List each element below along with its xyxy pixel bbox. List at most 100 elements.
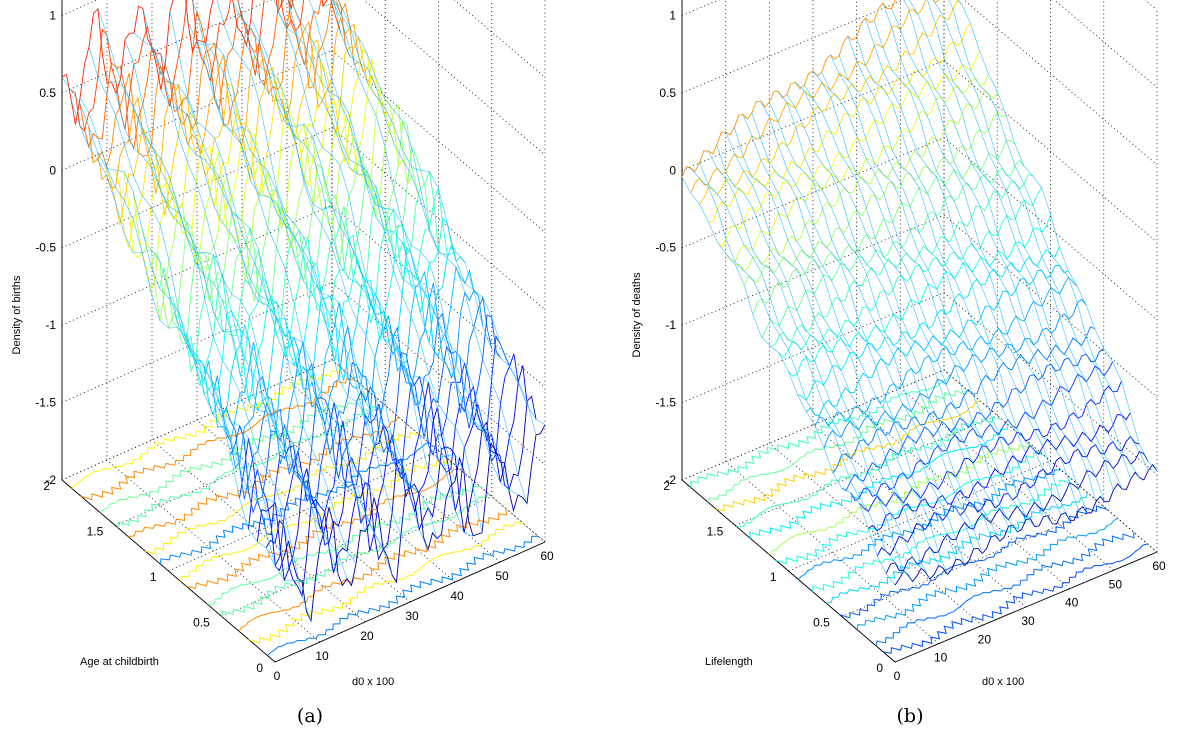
surface-row-line: [752, 139, 1016, 315]
surface-col-line: [133, 32, 348, 579]
x-tick-label: 20: [360, 629, 374, 643]
panel-b: -2-1.5-1-0.500.511.5010203040506000.511.…: [631, 0, 1166, 727]
surface-col-line: [795, 82, 1009, 527]
z-tick-label: -0.5: [35, 241, 56, 255]
z-gridline: [681, 137, 1158, 321]
surface-col-line: [716, 144, 931, 580]
y-axis-label: Age at childbirth: [80, 656, 159, 668]
surface-col-line: [882, 3, 1097, 502]
x-gridline: [151, 0, 366, 623]
surface-col-line: [291, 0, 483, 533]
y-gridline: [735, 0, 998, 526]
y-axis-label: Lifelength: [705, 656, 753, 668]
z-gridline: [1144, 0, 1158, 11]
z-gridline: [61, 0, 546, 156]
z-tick-label: 0.5: [39, 86, 56, 100]
x-axis-line: [894, 551, 1158, 663]
surface-col-line: [699, 162, 913, 582]
x-gridline: [768, 0, 983, 626]
contour-line: [71, 366, 340, 489]
z-tick-label: 1: [669, 8, 676, 22]
surface-row-line: [123, 58, 395, 259]
panel-caption: (b): [897, 705, 924, 727]
z-tick-label: -1.5: [35, 396, 56, 410]
surface-col-line: [191, 0, 393, 575]
surface-row-line: [105, 35, 377, 225]
contour-line: [839, 505, 1108, 619]
surface-col-line: [838, 55, 1053, 524]
surface-row-line: [841, 348, 1105, 492]
contour-line: [875, 532, 1135, 646]
surface-col-line: [336, 0, 528, 504]
tick-labels: -2-1.5-1-0.500.511.5010203040506000.511.…: [655, 8, 1166, 683]
surface-col-line: [169, 10, 384, 549]
x-tick-label: 30: [1021, 614, 1035, 628]
contour-line: [80, 377, 357, 501]
surface-col-line: [957, 0, 1158, 471]
surface-col-line: [812, 70, 1027, 520]
surface-col-line: [873, 20, 1088, 514]
y-tick-label: 1: [770, 570, 777, 584]
surface-row-line: [832, 326, 1096, 474]
contour-line: [159, 441, 429, 565]
surface-col-line: [331, 0, 519, 496]
surface-col-line: [322, 3, 537, 435]
contour-line: [144, 431, 421, 555]
panel-a: -2-1.5-1-0.500.511.5010203040506000.511.…: [11, 0, 554, 727]
z-gridline: [681, 0, 1158, 88]
panel-caption: (a): [297, 705, 323, 727]
contour-line: [775, 451, 1044, 565]
x-axis-label: d0 x 100: [352, 676, 394, 688]
surface-row-line: [203, 265, 475, 442]
surface-col-line: [70, 98, 285, 557]
x-gridline: [286, 0, 501, 563]
z-axis-label: Density of deaths: [631, 272, 643, 357]
y-tick-label: 1.5: [87, 525, 104, 539]
contour-projection: [690, 375, 1148, 654]
surface-col-line: [725, 131, 939, 566]
z-tick-label: -2: [45, 473, 56, 487]
surface-col-line: [821, 72, 1035, 527]
surface-col-line: [232, 2, 447, 500]
x-tick-label: 60: [540, 549, 554, 563]
y-gridline: [115, 0, 386, 526]
x-gridline: [899, 0, 1114, 571]
surface-col-line: [274, 0, 474, 537]
contour-line: [267, 535, 539, 656]
surface-col-line: [690, 168, 904, 571]
x-gridline: [196, 0, 411, 603]
surface-col-line: [856, 37, 1070, 521]
surface-col-line: [932, 0, 1140, 478]
surface-col-line: [216, 0, 429, 551]
surface-col-line: [237, 0, 438, 539]
contour-line: [749, 424, 1009, 539]
surface-mesh: [681, 0, 1158, 586]
surface-col-line: [142, 8, 357, 564]
y-gridline: [788, 0, 1051, 572]
y-tick-label: 1.5: [707, 525, 724, 539]
y-tick-label: 0: [256, 661, 263, 675]
surface-col-line: [681, 177, 896, 586]
surface-col-line: [903, 0, 1114, 491]
surface-row-line: [814, 276, 1078, 427]
z-tick-label: -1: [665, 318, 676, 332]
y-gridline: [168, 0, 439, 572]
surface-col-line: [769, 102, 983, 554]
tick-labels: -2-1.5-1-0.500.511.5010203040506000.511.…: [35, 8, 554, 683]
z-gridline: [681, 59, 1158, 243]
y-axis-line: [61, 479, 276, 663]
x-gridline: [331, 0, 546, 543]
surface-row-line: [761, 159, 1025, 338]
z-tick-label: -1: [45, 318, 56, 332]
z-gridline: [61, 204, 546, 388]
x-tick-label: 0: [274, 669, 281, 683]
z-tick-label: -2: [665, 473, 676, 487]
surface-col-line: [88, 46, 303, 582]
surface-col-line: [865, 18, 1079, 511]
surface-col-line: [196, 40, 411, 489]
surface-col-line: [205, 42, 420, 495]
x-tick-label: 10: [315, 649, 329, 663]
surface-row-line: [743, 111, 1007, 286]
x-tick-label: 40: [1065, 596, 1079, 610]
y-gridline: [221, 0, 493, 617]
